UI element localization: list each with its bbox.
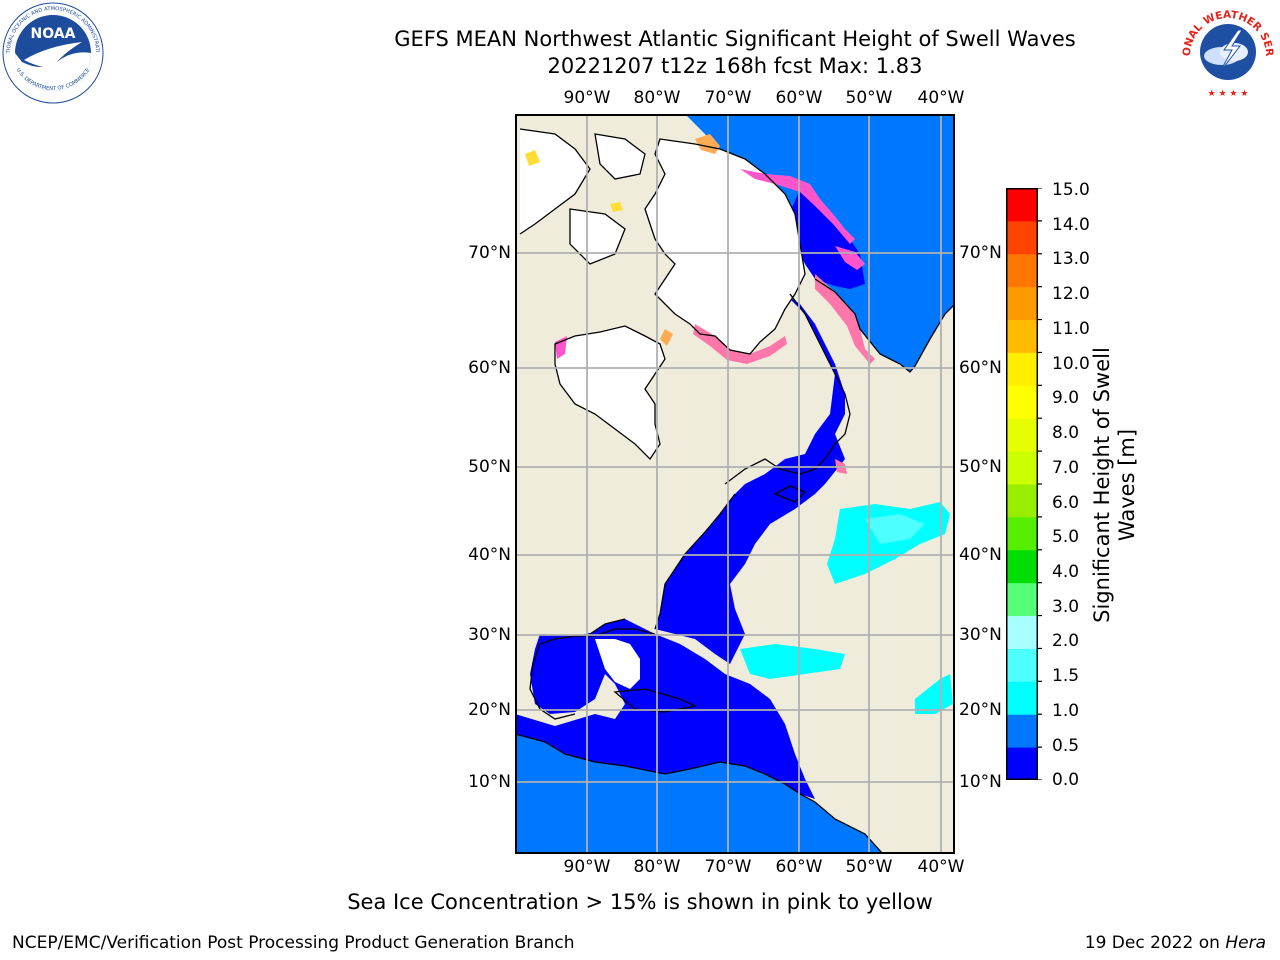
- colorbar-tick-label: 11.0: [1052, 318, 1090, 339]
- colorbar-tick-label: 7.0: [1052, 457, 1080, 478]
- colorbar-tick-label: 15.0: [1052, 180, 1090, 200]
- date-stamp: 19 Dec 2022 on Hera: [1085, 933, 1266, 953]
- swell-cyan: [915, 674, 953, 714]
- colorbar-segment: [1006, 516, 1038, 551]
- chart-title: GEFS MEAN Northwest Atlantic Significant…: [394, 27, 1076, 51]
- arctic-white: [520, 129, 590, 234]
- colorbar-segment: [1006, 648, 1038, 682]
- sea-ice-edge: [525, 150, 540, 166]
- chart-subtitle: 20221207 t12z 168h fcst Max: 1.83: [547, 54, 923, 78]
- colorbar-tick-label: 5.0: [1052, 527, 1080, 548]
- lon-label-bottom: 90°W: [563, 857, 611, 877]
- colorbar-tick-label: 6.0: [1052, 492, 1080, 513]
- lat-label-left: 40°N: [468, 545, 511, 565]
- colorbar-tick-label: 12.0: [1052, 284, 1090, 305]
- colorbar-tick-label: 3.0: [1052, 596, 1080, 617]
- sea-ice-edge: [555, 336, 567, 359]
- colorbar-segment: [1006, 220, 1038, 255]
- lon-label-top: 90°W: [563, 88, 611, 108]
- lat-label-left: 30°N: [468, 625, 511, 645]
- colorbar-segment: [1006, 319, 1038, 353]
- sea-ice-edge: [835, 246, 865, 270]
- lat-label-right: 20°N: [959, 700, 1002, 720]
- colorbar-tick-label: 1.0: [1052, 700, 1080, 721]
- colorbar-tick-label: 2.0: [1052, 631, 1080, 652]
- colorbar-segment: [1006, 188, 1038, 222]
- gulf-white: [595, 639, 640, 689]
- colorbar-segment: [1006, 385, 1038, 419]
- sea-ice-note: Sea Ice Concentration > 15% is shown in …: [347, 890, 933, 914]
- sea-ice-edge: [740, 169, 855, 244]
- colorbar-segment: [1006, 681, 1038, 715]
- lat-label-right: 70°N: [959, 243, 1002, 263]
- lat-label-left: 70°N: [468, 243, 511, 263]
- lon-label-bottom: 80°W: [633, 857, 681, 877]
- colorbar-label: Significant Height of Swell Waves [m]: [1090, 347, 1139, 623]
- lon-label-top: 80°W: [633, 88, 681, 108]
- colorbar-tick-label: 13.0: [1052, 249, 1090, 270]
- colorbar-segment: [1006, 286, 1038, 321]
- date-text: 19 Dec 2022 on: [1084, 933, 1220, 953]
- lon-label-bottom: 60°W: [775, 857, 823, 877]
- colorbar-segment: [1006, 747, 1038, 780]
- lat-label-left: 20°N: [468, 700, 511, 720]
- colorbar-segment: [1006, 549, 1038, 584]
- colorbar-tick-label: 14.0: [1052, 214, 1090, 235]
- sea-ice-edge: [610, 202, 623, 212]
- sea-ice-edge: [695, 134, 720, 154]
- colorbar-segment: [1006, 615, 1038, 649]
- lat-label-right: 50°N: [959, 457, 1002, 477]
- swell-light-cyan: [865, 514, 925, 544]
- sea-ice-edge: [815, 274, 875, 364]
- lat-label-right: 40°N: [959, 545, 1002, 565]
- colorbar-tick-label: 4.0: [1052, 561, 1080, 582]
- machine-name: Hera: [1225, 933, 1266, 953]
- colorbar-tick-label: 10.0: [1052, 353, 1090, 374]
- lon-label-top: 50°W: [845, 88, 893, 108]
- credit-line: NCEP/EMC/Verification Post Processing Pr…: [12, 933, 575, 953]
- ice-free-white: [645, 139, 805, 354]
- lat-label-left: 10°N: [468, 772, 511, 792]
- map-frame: [515, 114, 955, 854]
- sea-ice-edge: [693, 324, 787, 364]
- swell-cyan: [740, 644, 845, 679]
- lon-label-bottom: 40°W: [917, 857, 965, 877]
- lat-label-right: 10°N: [959, 772, 1002, 792]
- hudson-bay-white: [555, 326, 665, 459]
- sea-ice-edge: [660, 329, 673, 346]
- colorbar: [1006, 188, 1042, 780]
- noaa-logo: NOAA NATIONAL OCEANIC AND ATMOSPHERIC AD…: [0, 0, 104, 108]
- colorbar-segment: [1006, 352, 1038, 386]
- nws-logo: NATIONAL WEATHER SERVICE ★ ★ ★ ★: [1174, 0, 1278, 104]
- lon-label-top: 70°W: [704, 88, 752, 108]
- ocean-mid-blue: [515, 114, 955, 854]
- svg-text:★ ★ ★ ★: ★ ★ ★ ★: [1208, 89, 1249, 99]
- colorbar-tick-label: 0.5: [1052, 735, 1080, 756]
- colorbar-segment: [1006, 253, 1038, 288]
- lat-label-right: 60°N: [959, 358, 1002, 378]
- coastlines: [515, 128, 955, 854]
- colorbar-segment: [1006, 451, 1038, 485]
- lat-label-left: 50°N: [468, 457, 511, 477]
- map-panel: [515, 114, 955, 854]
- colorbar-segment: [1006, 582, 1038, 617]
- graticule: [515, 114, 955, 854]
- colorbar-tick-label: 0.0: [1052, 770, 1080, 791]
- arctic-white: [570, 209, 625, 264]
- svg-text:NOAA: NOAA: [31, 26, 76, 42]
- lon-label-bottom: 70°W: [704, 857, 752, 877]
- colorbar-tick-label: 9.0: [1052, 388, 1080, 409]
- lat-label-left: 60°N: [468, 358, 511, 378]
- lon-label-top: 40°W: [917, 88, 965, 108]
- lon-label-bottom: 50°W: [845, 857, 893, 877]
- colorbar-segment: [1006, 484, 1038, 518]
- colorbar-segment: [1006, 714, 1038, 748]
- colorbar-tick-label: 8.0: [1052, 423, 1080, 444]
- lon-label-top: 60°W: [775, 88, 823, 108]
- lat-label-right: 30°N: [959, 625, 1002, 645]
- colorbar-tick-label: 1.5: [1052, 666, 1080, 687]
- colorbar-segment: [1006, 418, 1038, 452]
